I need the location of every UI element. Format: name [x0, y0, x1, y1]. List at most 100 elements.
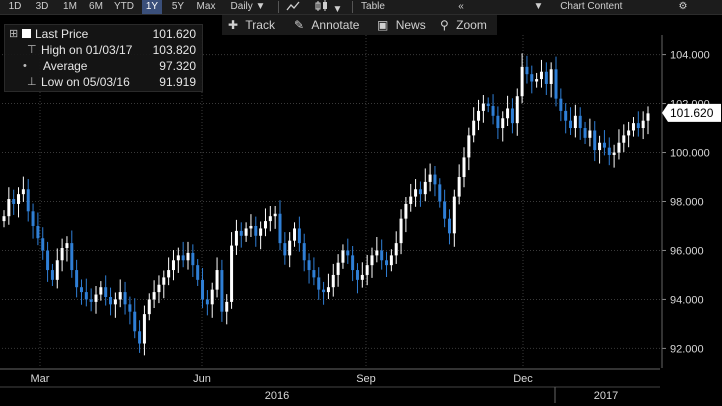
- candle-body: [360, 274, 364, 280]
- candle-body: [283, 243, 287, 256]
- candle-body: [598, 142, 602, 151]
- period-button-6m[interactable]: 6M: [89, 1, 103, 12]
- candle-body: [355, 270, 359, 280]
- chevron-down-icon: ▼: [255, 1, 266, 12]
- candle-body: [210, 289, 214, 305]
- x-year-label: 2017: [594, 390, 618, 402]
- price-chart[interactable]: 104.000102.000100.00098.00096.00094.0009…: [0, 35, 722, 403]
- candle-body: [322, 289, 326, 293]
- track-label: Track: [245, 18, 275, 32]
- y-tick-label: 96.000: [670, 245, 704, 257]
- frequency-dropdown[interactable]: Daily ▼: [224, 0, 272, 14]
- news-label: News: [395, 18, 426, 32]
- candle-body: [288, 240, 292, 256]
- candle-body: [607, 147, 611, 155]
- line-chart-icon[interactable]: [284, 0, 302, 14]
- x-axis-labels: Mar Jun Sep Dec 2016 2017: [0, 368, 660, 403]
- candle-body: [433, 174, 437, 185]
- candle-body: [380, 250, 384, 261]
- candle-body: [234, 230, 238, 246]
- candle-body: [472, 120, 476, 136]
- period-button-max[interactable]: Max: [196, 1, 216, 12]
- candle-body: [617, 142, 621, 153]
- y-tick-label: 100.000: [670, 148, 710, 160]
- candle-body: [181, 255, 185, 261]
- legend-label: Low on 05/03/16: [41, 75, 130, 89]
- candle-body: [7, 199, 11, 217]
- legend-row-high: ⊤ High on 01/03/17 103.820: [5, 43, 202, 57]
- candle-body: [569, 120, 573, 129]
- candle-body: [530, 74, 534, 82]
- frequency-label: Daily: [230, 1, 253, 12]
- candle-body: [142, 314, 146, 344]
- candle-body: [31, 211, 35, 226]
- candle-body: [171, 260, 175, 271]
- candle-body: [118, 292, 122, 300]
- x-tick-label: Mar: [31, 373, 50, 385]
- candle-body: [94, 294, 98, 302]
- candle-body: [336, 262, 340, 275]
- candle-body: [612, 152, 616, 155]
- candle-body: [263, 221, 267, 229]
- candle-body: [167, 270, 171, 278]
- table-button[interactable]: Table: [361, 1, 385, 12]
- y-tick-label: 98.000: [670, 197, 704, 209]
- candle-body: [273, 213, 277, 217]
- candle-body: [133, 311, 137, 332]
- candle-body: [317, 277, 321, 290]
- toolbar: 1D 3D 1M 6M YTD 1Y 5Y Max Daily ▼ ▼ Table « ▼ C…: [0, 0, 722, 15]
- candle-body: [278, 213, 282, 244]
- period-button-5y[interactable]: 5Y: [171, 1, 185, 12]
- track-button[interactable]: ✚ Track: [228, 15, 275, 35]
- candle-chart-icon[interactable]: ▼: [310, 0, 346, 15]
- candle-body: [55, 260, 59, 280]
- period-button-1d[interactable]: 1D: [8, 1, 22, 12]
- candle-body: [564, 110, 568, 121]
- candle-body: [414, 189, 418, 197]
- candle-body: [60, 248, 64, 261]
- period-button-1m[interactable]: 1M: [63, 1, 77, 12]
- legend-label: Average: [43, 59, 88, 73]
- candle-body: [268, 216, 272, 222]
- candle-body: [423, 181, 427, 195]
- candle-body: [539, 71, 543, 80]
- candle-body: [501, 118, 505, 129]
- candle-body: [370, 255, 374, 266]
- candle-body: [593, 130, 597, 151]
- y-axis: 104.000102.000100.00098.00096.00094.0009…: [661, 35, 710, 368]
- candle-body: [215, 270, 219, 290]
- candle-body: [36, 225, 40, 239]
- zoom-button[interactable]: ⚲ Zoom: [440, 15, 487, 35]
- chevron-down-icon: ▼: [332, 4, 343, 15]
- period-button-ytd[interactable]: YTD: [114, 1, 134, 12]
- candle-body: [641, 120, 645, 129]
- candle-body: [196, 265, 200, 280]
- candle-body: [21, 189, 25, 195]
- average-line-icon: •: [23, 60, 27, 72]
- gear-icon[interactable]: ⚙: [678, 1, 688, 12]
- magnifier-icon: ⚲: [440, 18, 449, 32]
- candle-body: [84, 292, 88, 300]
- y-tick-label: 104.000: [670, 50, 710, 62]
- candle-body: [162, 277, 166, 285]
- annotate-button[interactable]: ✎ Annotate: [294, 15, 359, 35]
- news-button[interactable]: ▣ News: [377, 15, 426, 35]
- candle-body: [399, 218, 403, 244]
- candle-body: [249, 225, 253, 229]
- legend-row-last-price: ⊞ Last Price 101.620: [5, 27, 202, 41]
- pencil-icon: ✎: [294, 18, 305, 32]
- candle-body: [65, 243, 69, 249]
- candle-body: [588, 130, 592, 138]
- candle-body: [254, 225, 258, 236]
- chart-content-dropdown[interactable]: ▼ Chart Content: [518, 0, 638, 14]
- news-icon: ▣: [377, 18, 389, 32]
- price-tag-label: 101.620: [670, 106, 714, 120]
- candle-body: [646, 113, 650, 121]
- back-icon[interactable]: «: [458, 1, 464, 12]
- candle-body: [326, 287, 330, 293]
- candle-body: [2, 216, 6, 222]
- candle-body: [176, 255, 180, 261]
- candle-body: [12, 199, 16, 204]
- period-button-1y[interactable]: 1Y: [142, 0, 162, 14]
- period-button-3d[interactable]: 3D: [35, 1, 49, 12]
